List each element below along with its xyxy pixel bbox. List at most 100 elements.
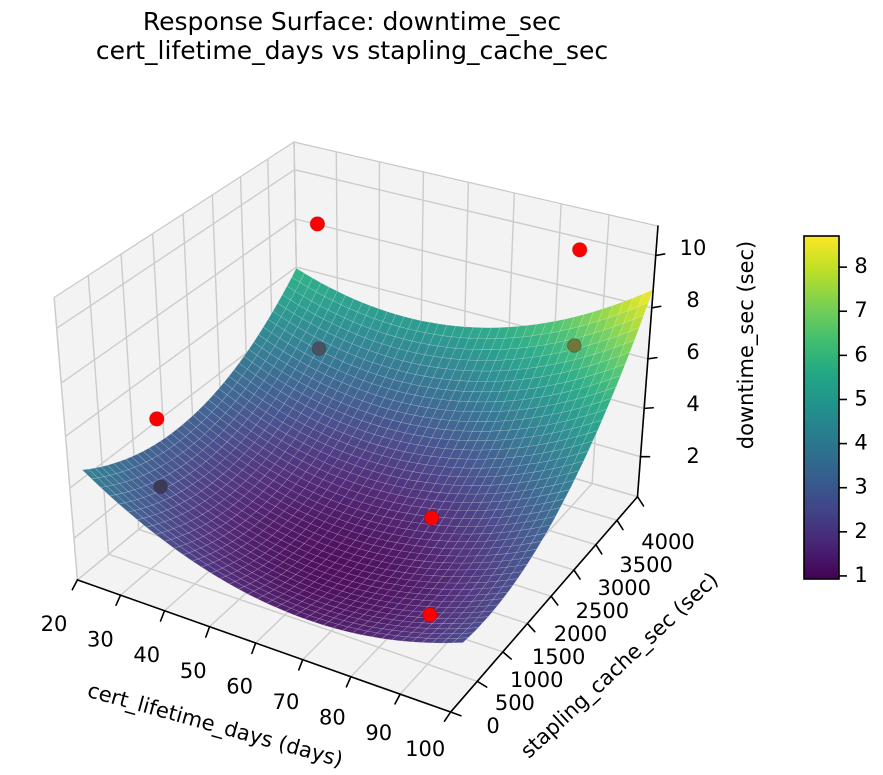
x-tick-label: 90 — [365, 721, 392, 745]
colorbar-tick-label: 6 — [854, 342, 867, 366]
x-tick-mark — [297, 658, 304, 671]
x-tick-mark — [159, 609, 166, 622]
surface-facet — [591, 409, 607, 424]
x-tick-label: 100 — [405, 737, 445, 761]
response-surface-mesh — [81, 267, 654, 644]
surface-facet — [549, 498, 566, 511]
grid-z-leftwall — [60, 218, 296, 384]
y-tick-label: 2500 — [576, 599, 629, 623]
y-tick-label: 0 — [486, 714, 499, 738]
surface-facet — [614, 351, 631, 368]
x-tick-mark — [251, 642, 257, 655]
colorbar-tick-label: 5 — [854, 386, 867, 410]
colorbar-tick-label: 3 — [854, 475, 867, 499]
scatter-point-depthshaded — [153, 479, 168, 494]
scatter-point — [424, 510, 440, 526]
x-tick-mark — [443, 711, 452, 722]
colorbar-tick-label: 8 — [854, 254, 867, 278]
surface-facet — [452, 637, 469, 644]
surface-facet — [610, 363, 626, 380]
x-tick-mark — [394, 693, 401, 705]
surface-facet — [482, 604, 499, 613]
y-tick-label: 1000 — [510, 668, 563, 692]
surface-facet — [619, 339, 635, 357]
z-tick-mark — [650, 305, 662, 309]
y-tick-label: 3000 — [598, 576, 651, 600]
scatter-point-depthshaded — [567, 338, 582, 353]
scatter-point-depthshaded — [311, 341, 327, 356]
x-tick-mark — [345, 675, 352, 688]
z-tick-mark — [647, 356, 658, 360]
x-tick-label: 60 — [226, 674, 253, 698]
y-tick-mark — [449, 711, 462, 717]
surface-facet — [624, 327, 640, 345]
y-tick-mark — [476, 680, 488, 688]
x-axis-spine — [76, 579, 452, 713]
chart-title-line-1: Response Surface: downtime_sec — [142, 7, 562, 36]
z-tick-label: 2 — [686, 444, 699, 468]
z-tick-label: 4 — [686, 392, 699, 416]
surface-facet — [568, 460, 584, 474]
scatter-points — [149, 216, 588, 623]
y-tick-label: 4000 — [641, 530, 694, 554]
x-tick-label: 80 — [319, 706, 346, 730]
y-tick-label: 1500 — [532, 645, 585, 669]
y-tick-mark — [616, 519, 624, 531]
scatter-point — [422, 607, 438, 623]
z-axis-title: downtime_sec (sec) — [734, 241, 759, 449]
surface-facet — [477, 610, 494, 618]
z-tick-mark — [643, 406, 654, 410]
surface-facet — [516, 556, 533, 567]
scatter-point — [572, 242, 588, 258]
y-axis-spine — [449, 495, 639, 713]
y-tick-mark — [502, 651, 512, 660]
y-tick-mark — [550, 595, 559, 606]
surface-facet — [605, 375, 621, 391]
x-tick-mark — [205, 625, 211, 638]
x-axis-title: cert_lifetime_days (days) — [85, 678, 346, 773]
colorbar-tick-label: 7 — [854, 298, 867, 322]
grid-z-backwall — [294, 168, 656, 257]
surface-facet — [521, 548, 537, 559]
surface-facet — [577, 440, 594, 455]
chart-title-line-2: cert_lifetime_days vs stapling_cache_sec — [95, 36, 609, 65]
y-tick-mark — [595, 543, 603, 555]
x-tick-mark — [115, 594, 122, 607]
y-tick-label: 2000 — [554, 622, 607, 646]
grid-y-leftwall — [87, 275, 110, 555]
chart-title: Response Surface: downtime_sec cert_life… — [0, 7, 704, 65]
grid-z-backwall — [295, 218, 652, 309]
y-tick-mark — [636, 495, 645, 507]
x-tick-label: 50 — [180, 659, 207, 683]
surface-facet — [600, 386, 617, 402]
grid-y-leftwall — [53, 297, 79, 580]
colorbar-tick-label: 4 — [854, 431, 867, 455]
scatter-point — [149, 411, 165, 427]
y-tick-mark — [573, 569, 581, 580]
colorbar-tick-label: 1 — [854, 563, 867, 587]
x-tick-label: 40 — [133, 643, 160, 667]
grid-y-floor — [108, 553, 478, 683]
colorbar: 1 2 3 4 5 6 7 8 — [803, 235, 868, 587]
colorbar-bar — [803, 235, 840, 580]
z-tick-label: 10 — [680, 236, 707, 260]
x-tick-mark — [71, 579, 79, 591]
z-tick-label: 6 — [686, 340, 699, 364]
x-tick-label: 70 — [273, 690, 300, 714]
x-tick-label: 30 — [87, 628, 114, 652]
x-tick-label: 20 — [41, 612, 68, 636]
y-tick-label: 500 — [495, 691, 535, 715]
surface-facet — [472, 616, 489, 624]
grid-z-leftwall — [65, 266, 297, 437]
y-tick-mark — [526, 622, 536, 633]
z-tick-label: 8 — [686, 288, 699, 312]
scatter-point — [309, 216, 326, 232]
grid-z-leftwall — [56, 169, 295, 329]
surface-facet — [511, 564, 528, 574]
surface-facet — [596, 398, 612, 413]
surface-facet — [573, 450, 589, 465]
z-tick-mark — [654, 253, 666, 257]
axis-spines-and-ticks — [71, 225, 666, 722]
